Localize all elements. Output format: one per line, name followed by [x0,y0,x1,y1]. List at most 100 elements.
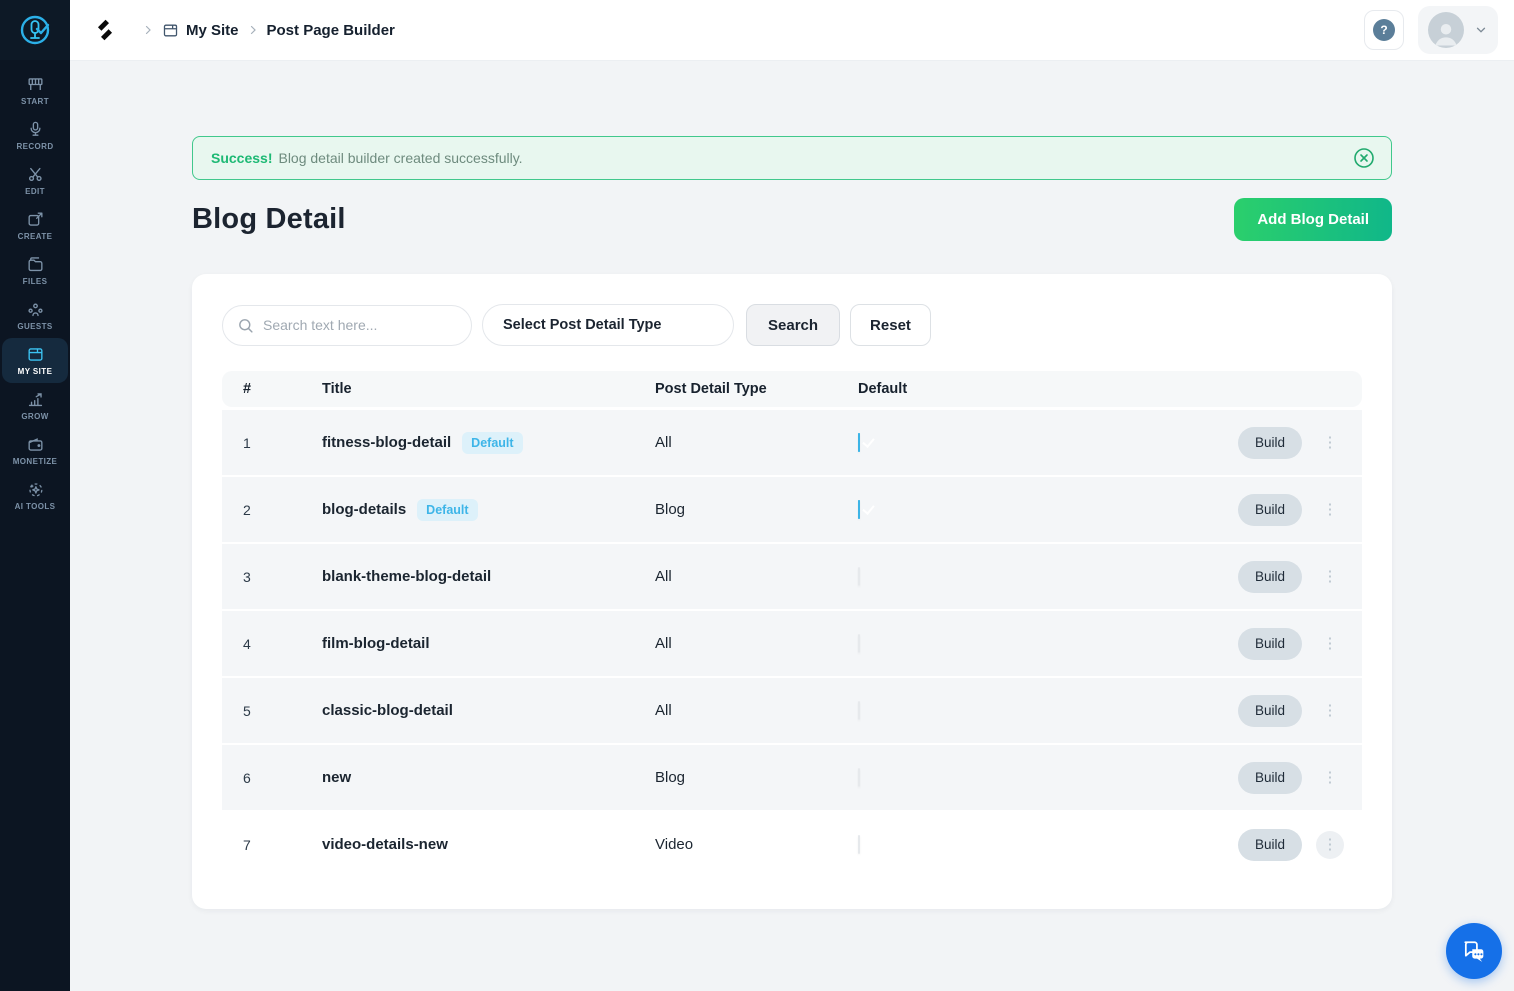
chat-fab-button[interactable] [1446,923,1502,979]
row-title: new [322,769,352,786]
sidebar-item-label: CREATE [17,232,53,241]
chat-bubbles-icon [1460,937,1488,965]
build-button[interactable]: Build [1237,426,1302,459]
chevron-down-icon [1474,23,1488,37]
default-checkbox[interactable] [858,499,860,519]
main-content: Success! Blog detail builder created suc… [70,60,1514,991]
sidebar-item-guests[interactable]: GUESTS [2,293,68,338]
search-box [222,304,472,346]
sidebar-item-ai-tools[interactable]: AI TOOLS [2,473,68,518]
monetize-icon [26,435,45,454]
build-button[interactable]: Build [1237,560,1302,593]
my-site-icon [26,345,45,364]
build-button[interactable]: Build [1237,694,1302,727]
row-title: classic-blog-detail [322,702,453,719]
filter-bar: Select Post Detail Type Search Reset [222,304,1362,346]
row-number: 6 [243,769,251,786]
app-logo[interactable] [0,0,70,60]
kebab-menu-icon[interactable] [1316,429,1344,457]
table-row: 1 fitness-blog-detail Default All Build [222,410,1362,475]
ai-tools-icon [26,480,45,499]
kebab-menu-icon[interactable] [1316,764,1344,792]
kebab-menu-icon[interactable] [1316,496,1344,524]
kebab-menu-icon[interactable] [1316,630,1344,658]
sidebar-item-label: START [20,97,50,106]
build-button[interactable]: Build [1237,627,1302,660]
sidebar-item-files[interactable]: FILES [2,248,68,293]
help-icon: ? [1373,19,1395,41]
kebab-menu-icon[interactable] [1316,830,1344,859]
row-number: 1 [243,434,251,451]
kebab-menu-icon[interactable] [1316,563,1344,591]
row-post-detail-type: All [655,434,672,451]
sidebar-item-monetize[interactable]: MONETIZE [2,428,68,473]
default-checkbox[interactable] [858,633,860,653]
chevron-right-icon [142,24,154,36]
row-post-detail-type: All [655,702,672,719]
grow-icon [26,390,45,409]
table-row: 5 classic-blog-detail All Build [222,678,1362,743]
close-circle-icon [1352,146,1376,170]
files-icon [26,255,45,274]
sidebar-item-create[interactable]: CREATE [2,203,68,248]
alert-close-button[interactable] [1349,143,1379,173]
sidebar: START RECORD EDIT CREATE FILES GUESTS MY… [0,0,70,991]
sidebar-item-start[interactable]: START [2,68,68,113]
sidebar-item-my-site[interactable]: MY SITE [2,338,68,383]
page-header: Blog Detail Add Blog Detail [192,198,1392,241]
build-button[interactable]: Build [1237,493,1302,526]
default-checkbox[interactable] [858,834,860,854]
table-header: # Title Post Detail Type Default [222,371,1362,407]
edit-icon [26,165,45,184]
row-title: film-blog-detail [322,635,430,652]
default-badge: Default [462,431,523,454]
sidebar-item-label: MY SITE [17,367,53,376]
default-checkbox[interactable] [858,432,860,452]
help-button[interactable]: ? [1364,10,1404,50]
sidebar-item-label: EDIT [25,187,45,196]
post-detail-type-select[interactable]: Select Post Detail Type [482,304,734,346]
select-value: Select Post Detail Type [503,317,662,333]
add-blog-detail-button[interactable]: Add Blog Detail [1234,198,1392,241]
breadcrumb-current-page: Post Page Builder [267,22,395,39]
reset-button[interactable]: Reset [850,304,931,346]
row-number: 4 [243,635,251,652]
column-header-type: Post Detail Type [655,381,767,397]
row-number: 3 [243,568,251,585]
avatar [1428,12,1464,48]
sidebar-item-label: RECORD [16,142,54,151]
sidebar-item-grow[interactable]: GROW [2,383,68,428]
sidebar-item-edit[interactable]: EDIT [2,158,68,203]
mic-logo-icon [15,10,55,50]
sidebar-item-label: AI TOOLS [14,502,56,511]
table-row: 7 video-details-new Video Build [222,812,1362,877]
table-row: 3 blank-theme-blog-detail All Build [222,544,1362,609]
search-input[interactable] [263,317,457,333]
breadcrumb-my-site[interactable]: My Site [162,22,239,39]
table-body: 1 fitness-blog-detail Default All Build … [222,410,1362,877]
row-post-detail-type: All [655,568,672,585]
build-button[interactable]: Build [1237,828,1302,861]
row-title: video-details-new [322,836,448,853]
default-checkbox[interactable] [858,566,860,586]
default-checkbox[interactable] [858,767,860,787]
search-button[interactable]: Search [746,304,841,346]
table-row: 4 film-blog-detail All Build [222,611,1362,676]
default-checkbox[interactable] [858,700,860,720]
row-number: 7 [243,836,251,853]
sidebar-item-label: MONETIZE [12,457,58,466]
build-button[interactable]: Build [1237,761,1302,794]
account-menu[interactable] [1418,6,1498,54]
row-post-detail-type: Video [655,836,694,853]
start-icon [26,75,45,94]
guests-icon [26,300,45,319]
create-icon [26,210,45,229]
blog-detail-table: # Title Post Detail Type Default 1 fitne… [222,371,1362,877]
search-icon [237,317,254,334]
kebab-menu-icon[interactable] [1316,697,1344,725]
topbar-actions: ? [1364,6,1498,54]
success-alert: Success! Blog detail builder created suc… [192,136,1392,180]
sidebar-item-label: GUESTS [17,322,53,331]
sidebar-item-record[interactable]: RECORD [2,113,68,158]
brand-logo-icon[interactable] [92,17,118,43]
